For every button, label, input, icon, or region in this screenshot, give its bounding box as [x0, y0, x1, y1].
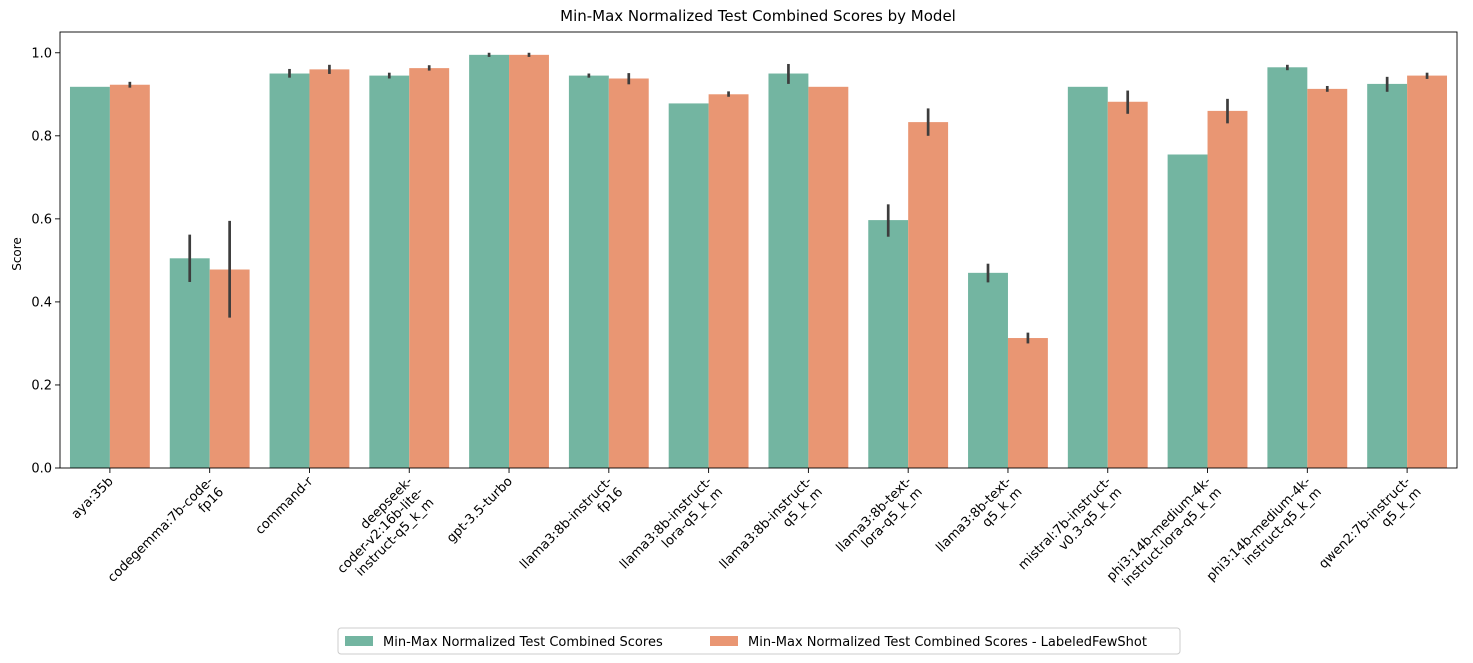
y-axis-label: Score [10, 237, 24, 271]
bar [668, 103, 709, 468]
bar [1407, 75, 1448, 468]
legend-label: Min-Max Normalized Test Combined Scores [383, 635, 663, 650]
bar [469, 54, 510, 468]
bar [509, 54, 549, 468]
y-tick-label: 0.2 [31, 378, 52, 393]
x-tick-label-line: llama3:8b-instruct- [717, 474, 815, 572]
bar [1267, 67, 1308, 469]
x-tick-label-line: phi3:14b-medium-4k- [1204, 474, 1314, 584]
bar [369, 75, 410, 468]
bar [409, 68, 450, 468]
bar [1007, 338, 1048, 468]
bar [768, 73, 809, 469]
chart-title: Min-Max Normalized Test Combined Scores … [560, 7, 956, 25]
x-tick-label-line: llama3:8b-instruct- [617, 474, 715, 572]
x-tick-label-line: command-r [253, 474, 317, 538]
y-tick-label: 1.0 [31, 46, 52, 61]
x-tick-label: gpt-3.5-turbo [444, 474, 516, 546]
plot-area: 0.0 0.2 0.4 0.6 0.8 1.0 aya:35bcodegemma:7b-co… [31, 46, 1448, 596]
x-tick-label: llama3:8b-instruct-lora-q5_k_m [617, 474, 726, 583]
x-tick-label: llama3:8b-instruct-fp16 [517, 474, 626, 583]
bar [1207, 110, 1248, 469]
x-tick-label-line: phi3:14b-medium-4k- [1104, 474, 1214, 584]
bar [568, 75, 609, 468]
x-tick-label: llama3:8b-text-q5_k_m [933, 474, 1025, 566]
y-tick-label: 0.6 [31, 212, 52, 227]
x-tick-label-line: gpt-3.5-turbo [444, 474, 516, 546]
bar [808, 86, 849, 468]
x-tick-label: qwen2:7b-instruct-q5_k_m [1316, 474, 1425, 583]
bar [1367, 83, 1408, 469]
bar [309, 69, 350, 468]
y-tick-label: 0.8 [31, 129, 52, 144]
x-tick-label: deepseek-coder-v2:16b-lite-instruct-q5_k… [324, 474, 437, 587]
x-tick-label: llama3:8b-text-lora-q5_k_m [834, 474, 926, 566]
x-tick-label: command-r [253, 474, 317, 538]
legend: Min-Max Normalized Test Combined Scores M… [337, 627, 1181, 655]
x-tick-label: llama3:8b-instruct-q5_k_m [717, 474, 826, 583]
bar [608, 78, 649, 469]
x-tick-label-line: qwen2:7b-instruct- [1316, 474, 1414, 572]
y-tick-label: 0.4 [31, 295, 52, 310]
y-tick-label: 0.0 [31, 462, 52, 477]
bar [708, 94, 749, 469]
legend-frame [337, 627, 1181, 655]
bar [1167, 154, 1208, 468]
x-tick-label: codegemma:7b-code-fp16 [105, 474, 227, 596]
bar [69, 86, 110, 468]
bar [269, 73, 310, 469]
bar [908, 122, 949, 469]
bar [109, 84, 150, 469]
bar [868, 220, 909, 468]
legend-label: Min-Max Normalized Test Combined Scores … [748, 635, 1147, 650]
bar [968, 272, 1008, 468]
bar [1107, 101, 1148, 468]
x-tick-label: phi3:14b-medium-4k-instruct-q5_k_m [1204, 474, 1325, 595]
bar [1067, 86, 1108, 468]
legend-swatch [710, 636, 738, 646]
x-tick-label: aya:35b [69, 474, 117, 522]
plot-frame [59, 31, 1458, 469]
bar [1307, 88, 1348, 468]
bar [169, 258, 210, 468]
x-tick-label-line: llama3:8b-instruct- [517, 474, 615, 572]
x-tick-label-line: mistral:7b-instruct- [1016, 474, 1115, 573]
x-tick-label-line: codegemma:7b-code- [105, 474, 217, 586]
legend-swatch [345, 636, 373, 646]
x-tick-label-line: aya:35b [69, 474, 117, 522]
x-tick-label: mistral:7b-instruct-v0.3-q5_k_m [1016, 474, 1126, 584]
